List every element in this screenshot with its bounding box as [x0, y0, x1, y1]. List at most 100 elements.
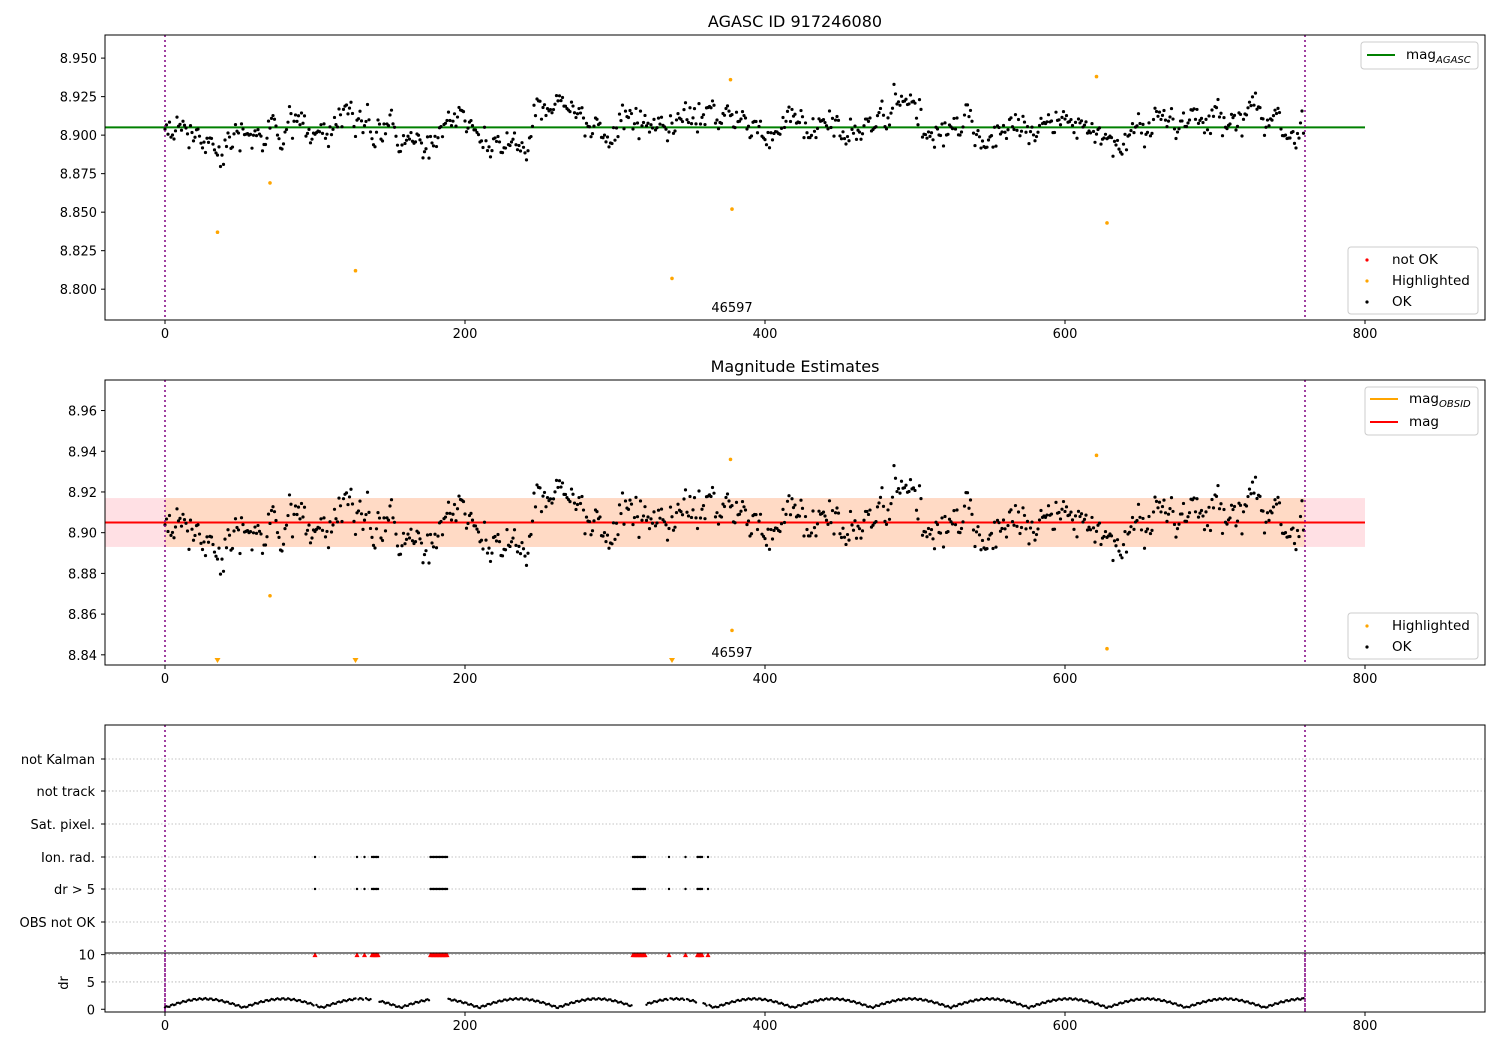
dr-point — [328, 1004, 332, 1007]
ok-point — [358, 499, 362, 503]
ok-point — [1171, 509, 1175, 514]
ok-point — [577, 495, 581, 500]
ok-point — [268, 126, 272, 130]
ok-point — [1277, 501, 1282, 505]
ok-point — [433, 134, 437, 138]
ok-point — [733, 521, 737, 525]
ok-point — [524, 563, 529, 567]
ok-point — [1246, 106, 1250, 110]
ok-point — [757, 124, 761, 129]
ok-point — [623, 499, 628, 503]
ok-point — [367, 510, 371, 514]
ok-point — [686, 514, 691, 518]
ok-point — [893, 92, 898, 96]
ok-point — [605, 533, 610, 537]
ok-point — [440, 135, 445, 139]
ok-point — [680, 513, 685, 517]
ok-point — [454, 519, 458, 523]
ok-point — [1006, 128, 1010, 132]
ok-point — [371, 543, 376, 547]
ok-point — [190, 130, 194, 135]
ok-point — [338, 113, 343, 117]
ok-point — [1019, 525, 1024, 530]
dr-point — [412, 1002, 416, 1005]
ok-point — [673, 525, 677, 529]
ok-point — [577, 106, 581, 111]
ok-point — [403, 542, 407, 546]
ok-point — [163, 127, 167, 131]
ok-point — [376, 118, 380, 122]
ok-point — [1124, 550, 1129, 554]
ok-point — [296, 505, 301, 509]
dr-capped-marker — [354, 952, 360, 958]
ok-point — [671, 131, 676, 135]
dr-point — [406, 1004, 410, 1008]
ok-point — [1120, 556, 1124, 560]
ok-point — [821, 510, 826, 514]
ok-point — [712, 103, 716, 107]
ok-point — [1052, 130, 1057, 135]
ok-point — [295, 119, 299, 123]
ok-point — [778, 529, 782, 534]
highlighted-point — [728, 457, 733, 462]
ok-point — [737, 512, 742, 516]
ok-point — [616, 135, 620, 139]
dr-point — [1200, 1001, 1203, 1004]
ok-point — [568, 500, 572, 504]
ok-point — [1171, 117, 1175, 121]
ok-point — [1019, 129, 1024, 133]
y-tick-label: 8.800 — [60, 283, 97, 298]
ok-point — [1117, 549, 1121, 553]
ok-point — [302, 114, 307, 118]
ok-point — [725, 104, 730, 108]
dr-capped-marker — [699, 952, 705, 958]
ok-point — [175, 507, 179, 511]
ok-point — [563, 492, 568, 497]
ok-point — [604, 539, 608, 544]
ok-point — [286, 120, 290, 124]
ok-point — [1232, 113, 1237, 117]
ok-point — [340, 125, 344, 129]
ok-point — [436, 534, 440, 538]
ok-point — [404, 537, 409, 542]
ok-point — [193, 533, 197, 538]
ok-point — [1138, 121, 1142, 126]
panel-top: AGASC ID 917246080 8.8008.8258.8508.8758… — [60, 12, 1486, 342]
ok-point — [323, 535, 328, 539]
ok-point — [859, 137, 863, 141]
ok-point — [1177, 522, 1181, 526]
ok-point — [227, 135, 232, 139]
ok-point — [697, 489, 701, 493]
x-tick-label: 800 — [1353, 327, 1378, 342]
ok-point — [973, 544, 977, 549]
x-tick-label: 0 — [161, 327, 169, 342]
ok-point — [613, 537, 617, 541]
ok-point — [1207, 505, 1211, 509]
ok-point — [479, 538, 484, 542]
dr-point — [501, 999, 504, 1003]
ok-point — [1240, 134, 1244, 138]
highlighted-point — [268, 593, 272, 598]
ok-point — [1123, 529, 1127, 534]
ok-point — [1205, 524, 1210, 528]
ok-point — [1111, 558, 1115, 563]
ok-point — [533, 505, 538, 509]
dr-point — [961, 1002, 965, 1005]
ok-point — [997, 521, 1001, 525]
ok-point — [770, 537, 775, 541]
ok-point — [848, 117, 853, 121]
ok-point — [352, 124, 356, 129]
ok-point — [845, 532, 850, 537]
ok-point — [1274, 111, 1279, 116]
ok-point — [838, 532, 842, 536]
ok-point — [986, 138, 991, 142]
ok-point — [1241, 510, 1246, 514]
ok-point — [1142, 145, 1147, 149]
ok-point — [685, 118, 689, 122]
category-label: not track — [36, 785, 95, 800]
ok-point — [388, 504, 392, 508]
ok-point — [602, 531, 607, 535]
ok-point — [1228, 122, 1232, 126]
ok-point — [1075, 535, 1079, 539]
ok-point — [473, 128, 478, 132]
